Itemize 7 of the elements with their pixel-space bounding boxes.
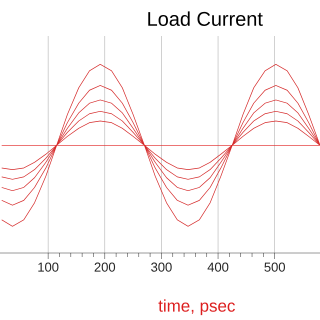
- x-tick-label: 400: [208, 262, 228, 272]
- x-tick-label: 500: [264, 262, 285, 272]
- x-axis-title: time, psec: [158, 299, 235, 316]
- x-tick-label: 200: [94, 262, 116, 272]
- x-tick-label: 300: [151, 262, 172, 272]
- x-tick-label: 100: [38, 262, 58, 272]
- chart-title: Load Current: [148, 11, 263, 26]
